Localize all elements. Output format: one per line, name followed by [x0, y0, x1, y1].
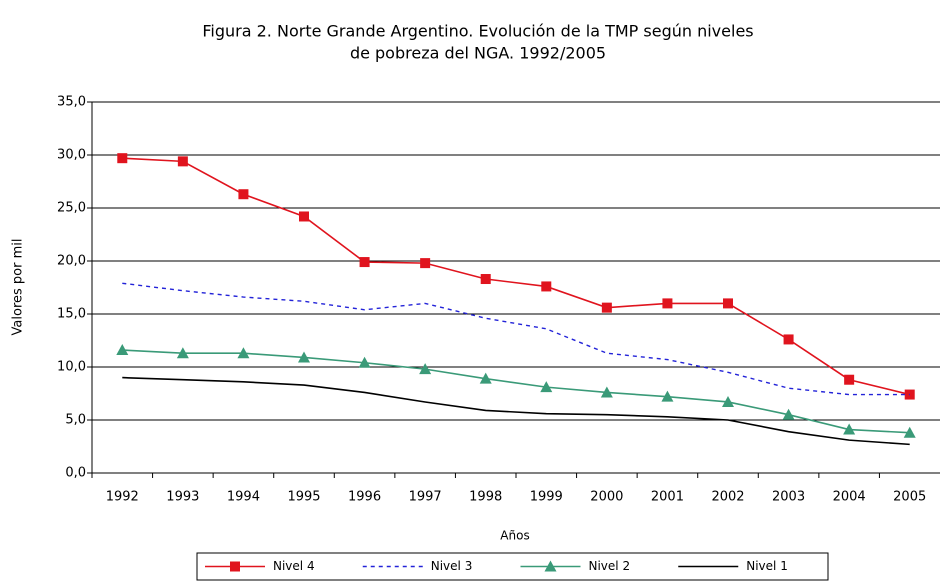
x-tick-label: 1999	[530, 490, 563, 505]
point	[299, 211, 309, 222]
x-tick-label: 1992	[106, 490, 139, 505]
x-tick-label: 2000	[590, 490, 623, 505]
x-tick-label: 1997	[409, 490, 442, 505]
point	[662, 298, 673, 309]
y-tick-label: 0,0	[65, 466, 86, 481]
point	[661, 390, 674, 402]
point	[541, 281, 552, 292]
point	[359, 257, 370, 268]
legend-label: Nivel 3	[431, 559, 473, 573]
point	[722, 395, 734, 407]
point	[601, 302, 612, 313]
point	[237, 347, 250, 359]
legend-label: Nivel 4	[273, 559, 315, 573]
legend-marker	[230, 561, 240, 572]
point	[176, 347, 189, 359]
point	[540, 381, 553, 393]
x-tick-label: 2005	[893, 490, 926, 505]
y-tick-label: 20,0	[57, 254, 86, 269]
point	[480, 274, 491, 285]
point	[782, 408, 795, 420]
series-line	[122, 349, 910, 434]
point	[903, 426, 916, 438]
point	[783, 334, 794, 345]
series-line	[122, 157, 910, 396]
x-tick-label: 2001	[651, 490, 684, 505]
point	[238, 189, 249, 200]
y-tick-label: 25,0	[57, 201, 86, 216]
point	[117, 153, 128, 164]
point	[600, 386, 613, 398]
y-tick-label: 15,0	[57, 307, 86, 322]
y-tick-label: 10,0	[57, 360, 86, 375]
y-tick-label: 5,0	[65, 413, 86, 428]
x-tick-label: 1998	[469, 490, 502, 505]
chart-title: Figura 2. Norte Grande Argentino. Evoluc…	[202, 22, 753, 41]
point	[298, 351, 310, 363]
y-tick-label: 35,0	[57, 95, 86, 110]
chart-title: de pobreza del NGA. 1992/2005	[350, 44, 606, 63]
legend-label: Nivel 1	[746, 559, 788, 573]
x-axis-label: Años	[500, 529, 529, 543]
x-tick-label: 1996	[348, 490, 381, 505]
point	[479, 372, 492, 384]
point	[116, 344, 129, 356]
point	[177, 156, 188, 167]
point	[419, 363, 432, 375]
x-tick-label: 1995	[287, 490, 320, 505]
point	[723, 298, 733, 309]
legend-marker	[544, 560, 557, 572]
point	[358, 356, 371, 368]
x-tick-label: 2004	[833, 490, 866, 505]
point	[843, 423, 856, 435]
y-axis-label: Valores por mil	[11, 239, 26, 336]
point	[844, 374, 855, 385]
point	[420, 258, 431, 269]
series-line	[122, 376, 910, 446]
legend-label: Nivel 2	[589, 559, 631, 573]
y-tick-label: 30,0	[57, 148, 86, 163]
x-tick-label: 1994	[227, 490, 260, 505]
x-tick-label: 2002	[711, 490, 744, 505]
x-tick-label: 1993	[166, 490, 199, 505]
x-tick-label: 2003	[772, 490, 805, 505]
